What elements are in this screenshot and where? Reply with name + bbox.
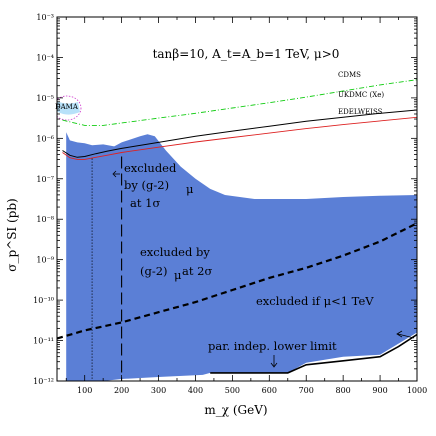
ukdmc-label: UKDMC (Xe) — [338, 91, 384, 99]
y-tick-label: 10⁻⁴ — [36, 53, 54, 62]
y-axis-label: σ_p^SI (pb) — [5, 198, 19, 271]
annotation-excluded-2s-line3: at 2σ — [182, 264, 212, 278]
series-line-3 — [57, 222, 417, 340]
annotation-lower-limit: par. indep. lower limit — [208, 339, 337, 353]
y-tick-label: 10⁻¹² — [33, 377, 54, 386]
annotation-excluded-1s-mu: μ — [186, 182, 194, 196]
y-tick-label: 10⁻⁹ — [36, 256, 54, 265]
x-tick-label: 600 — [262, 386, 277, 395]
arrow-right-edge — [396, 330, 415, 339]
edelweiss-label: EDELWEISS — [338, 108, 383, 116]
dama-region — [57, 95, 82, 121]
series-line-2 — [62, 116, 417, 160]
x-tick-label: 900 — [372, 386, 387, 395]
x-tick-label: 100 — [77, 386, 92, 395]
series-line-0 — [62, 79, 417, 126]
annotation-excluded-1s-line1: excluded — [124, 161, 177, 175]
y-tick-label: 10⁻³ — [36, 13, 54, 22]
annotation-excluded-2s-mu: μ — [174, 268, 182, 282]
chart-title: tanβ=10, A_t=A_b=1 TeV, μ>0 — [153, 47, 340, 61]
arrow-1s — [112, 170, 120, 178]
plot-frame — [56, 16, 418, 382]
x-tick-label: 500 — [225, 386, 240, 395]
x-axis-label: m_χ (GeV) — [204, 403, 267, 417]
y-tick-label: 10⁻⁶ — [36, 134, 54, 143]
annotation-excluded-2s-line1: excluded by — [140, 245, 210, 259]
series-line-4 — [210, 333, 417, 374]
annotation-excluded-2s-line2: (g-2) — [140, 264, 168, 278]
x-tick-label: 300 — [151, 386, 166, 395]
annotation-excluded-1s-line3: at 1σ — [130, 196, 160, 210]
dama-label: DAMA — [55, 103, 79, 111]
x-tick-label: 200 — [114, 386, 129, 395]
y-tick-label: 10⁻¹¹ — [33, 337, 54, 346]
y-tick-label: 10⁻¹⁰ — [33, 296, 54, 305]
y-tick-label: 10⁻⁷ — [36, 175, 54, 184]
cdms-label: CDMS — [338, 71, 361, 79]
excluded-region — [66, 132, 417, 381]
y-tick-label: 10⁻⁵ — [36, 94, 54, 103]
x-tick-label: 700 — [299, 386, 314, 395]
annotation-excluded-1s-line2: by (g-2) — [124, 178, 169, 192]
x-tick-label: 400 — [188, 386, 203, 395]
annotation-excluded-mu: excluded if μ<1 TeV — [256, 294, 374, 308]
x-tick-label: 800 — [336, 386, 351, 395]
x-tick-label: 1000 — [407, 386, 427, 395]
arrow-lower-limit — [270, 355, 278, 368]
series-line-1 — [62, 109, 417, 158]
y-tick-label: 10⁻⁸ — [36, 215, 54, 224]
